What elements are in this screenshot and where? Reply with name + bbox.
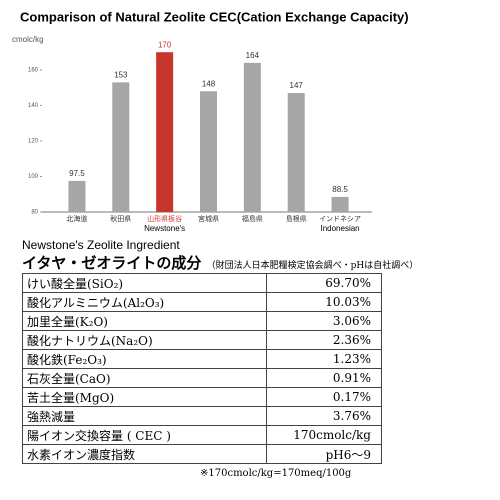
value-label: 164 (246, 51, 260, 60)
table-row: 陽イオン交換容量 ( CEC ) 170cmolc/kg (22, 425, 382, 445)
item-cell: 強熱減量 (22, 406, 267, 426)
bar (200, 91, 217, 212)
y-tick-label: 140 (28, 103, 39, 109)
ingredient-table: けい酸全量(SiO₂) 69.70% 酸化アルミニウム(Al₂O₃) 10.03% 加里… (22, 273, 382, 464)
value-label: 148 (202, 79, 216, 88)
value-cell: 69.70% (266, 273, 382, 293)
y-axis-label: cmolc/kg (12, 35, 44, 44)
chart-title: Comparison of Natural Zeolite CEC(Cation… (20, 9, 409, 24)
ingredient-section: Newstone's Zeolite Ingredient イタヤ・ゼオライトの… (0, 238, 500, 479)
item-cell: 加里全量(K₂O) (22, 311, 267, 331)
bar (287, 93, 305, 212)
table-row: 石灰全量(CaO) 0.91% (22, 368, 382, 388)
bar (331, 196, 349, 212)
value-cell: 3.06% (266, 311, 382, 331)
table-row: 水素イオン濃度指数 pH6〜9 (22, 444, 382, 464)
value-cell: pH6〜9 (266, 444, 382, 464)
value-cell: 10.03% (266, 292, 382, 312)
value-label: 170 (158, 40, 172, 49)
value-label: 153 (114, 70, 128, 79)
footnote: ※170cmolc/kg=170meq/100g (200, 468, 352, 479)
x-tick-label: 島根県 (286, 214, 307, 223)
value-cell: 1.23% (266, 349, 382, 369)
x-tick-sublabel: Indonesian (320, 224, 359, 233)
item-cell: 酸化アルミニウム(Al₂O₃) (22, 292, 267, 312)
bar (68, 180, 86, 212)
y-tick-label: 120 (28, 139, 39, 145)
item-cell: 陽イオン交換容量 ( CEC ) (22, 425, 267, 445)
x-tick-label: 北海道 (66, 214, 87, 223)
table-row: 酸化鉄(Fe₂O₃) 1.23% (22, 349, 382, 369)
value-cell: 170cmolc/kg (266, 425, 382, 445)
x-tick-label: 秋田県 (110, 214, 131, 223)
item-cell: 石灰全量(CaO) (22, 368, 267, 388)
y-tick-label: 160 (28, 68, 39, 74)
value-label: 97.5 (69, 169, 85, 178)
table-heading: Newstone's Zeolite Ingredient (22, 238, 180, 252)
x-tick-label: 山形県板谷 (147, 214, 182, 223)
table-row: 酸化アルミニウム(Al₂O₃) 10.03% (22, 292, 382, 312)
x-tick-label: インドネシア (319, 215, 361, 223)
table-title: イタヤ・ゼオライトの成分 (22, 254, 202, 272)
bar (112, 82, 130, 212)
value-cell: 0.17% (266, 387, 382, 407)
table-note: （財団法人日本肥糧検定協会調べ・pHは自社調べ） (206, 261, 419, 271)
x-tick-label: 宮城県 (198, 214, 219, 223)
item-cell: 水素イオン濃度指数 (22, 444, 267, 464)
value-cell: 2.36% (266, 330, 382, 350)
table-row: けい酸全量(SiO₂) 69.70% (22, 273, 382, 293)
item-cell: 酸化鉄(Fe₂O₃) (22, 349, 267, 369)
item-cell: けい酸全量(SiO₂) (22, 273, 267, 293)
y-tick-label: 80 (31, 210, 38, 216)
bar (156, 52, 174, 212)
table-title-line: イタヤ・ゼオライトの成分 （財団法人日本肥糧検定協会調べ・pHは自社調べ） (22, 252, 500, 273)
value-cell: 3.76% (266, 406, 382, 426)
item-cell: 酸化ナトリウム(Na₂O) (22, 330, 267, 350)
table-row: 酸化ナトリウム(Na₂O) 2.36% (22, 330, 382, 350)
table-row: 加里全量(K₂O) 3.06% (22, 311, 382, 331)
value-label: 88.5 (332, 185, 348, 194)
bar (243, 62, 261, 212)
table-row: 強熱減量 3.76% (22, 406, 382, 426)
x-tick-sublabel: Newstone's (144, 224, 185, 233)
table-row: 苦土全量(MgO) 0.17% (22, 387, 382, 407)
value-cell: 0.91% (266, 368, 382, 388)
value-label: 147 (290, 81, 304, 90)
x-tick-label: 福島県 (242, 214, 263, 223)
item-cell: 苦土全量(MgO) (22, 387, 267, 407)
y-tick-label: 100 (28, 174, 39, 180)
chart: Comparison of Natural Zeolite CEC(Cation… (12, 9, 409, 233)
